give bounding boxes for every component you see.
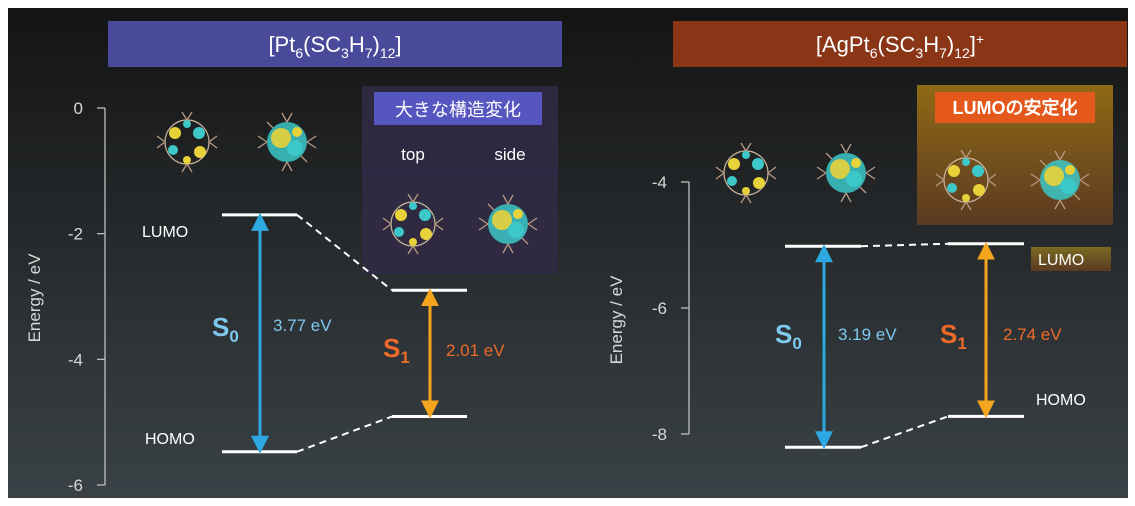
left-y-tick-label: -4 [68,350,83,369]
left-panel: [Pt6(SC3H7)12] 0 -2 -4 -6 Energy / eV 大きな構造… [25,21,562,495]
right-s1-label: S1 [940,319,967,353]
left-s0-label: S0 [212,312,239,346]
right-y-tick-label: -4 [652,173,667,192]
right-panel: [AgPt6(SC3H7)12]+ -4 -6 -8 Energy / eV LUM… [607,21,1127,450]
left-y-ticks: 0 -2 -4 -6 [68,99,105,495]
left-inset-badge [374,92,542,125]
left-y-tick-label: -6 [68,476,83,495]
left-title-box [108,21,562,67]
right-title-box [673,21,1127,67]
left-homo-connector [296,415,393,453]
left-s1-gap: 2.01 eV [446,341,505,360]
right-lumo-label-box [1031,247,1111,271]
right-lumo-label: LUMO [1038,252,1084,269]
right-y-tick-label: -8 [652,425,667,444]
left-homo-label: HOMO [145,431,195,448]
right-s0-gap: 3.19 eV [838,325,897,344]
left-y-label: Energy / eV [25,253,44,342]
right-homo-label: HOMO [1036,392,1086,409]
right-title: [AgPt6(SC3H7)12]+ [816,31,984,61]
right-y-ticks: -4 -6 -8 [652,173,689,444]
left-y-tick-label: 0 [74,99,83,118]
left-s1-label: S1 [383,333,410,367]
left-y-tick-label: -2 [68,225,83,244]
left-inset-badge-text: 大きな構造変化 [395,100,521,120]
right-s0-label: S0 [775,319,802,353]
figure-background [8,8,1128,498]
right-s1-gap: 2.74 eV [1003,325,1062,344]
right-inset-badge [935,92,1095,123]
right-lumo-connector [860,242,949,248]
left-inset-side-label: side [494,145,525,164]
left-s0-gap: 3.77 eV [273,316,332,335]
right-homo-connector [860,415,949,449]
left-lumo-label: LUMO [142,224,188,241]
right-y-label: Energy / eV [607,275,626,364]
left-lumo-connector [296,214,393,291]
left-inset-top-label: top [401,145,425,164]
right-y-tick-label: -6 [652,299,667,318]
right-inset-badge-text: LUMOの安定化 [953,97,1078,118]
left-title: [Pt6(SC3H7)12] [268,32,401,61]
